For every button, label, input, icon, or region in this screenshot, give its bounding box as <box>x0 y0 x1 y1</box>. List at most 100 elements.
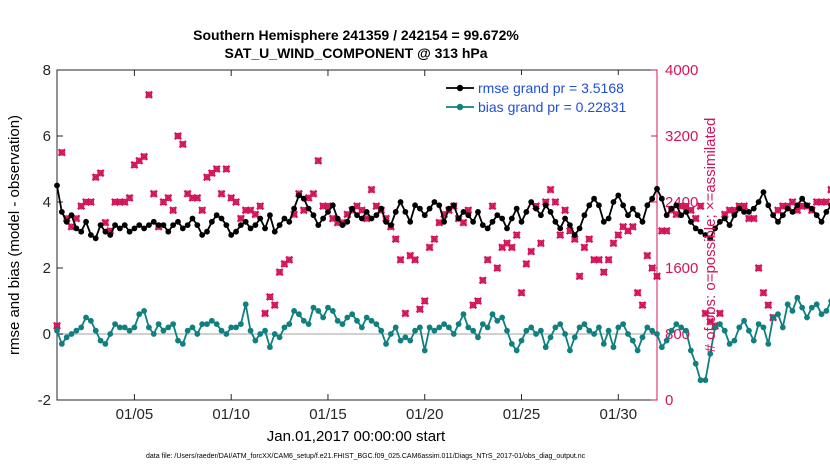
rmse-point <box>668 205 675 212</box>
obs-possible-marker <box>126 194 133 202</box>
bias-point <box>610 344 617 351</box>
legend-bias-label: bias grand pr = 0.22831 <box>478 99 626 115</box>
rmse-point <box>508 215 515 222</box>
rmse-point <box>213 212 220 219</box>
bias-point <box>175 337 181 344</box>
rmse-point <box>310 212 317 219</box>
obs-possible-marker <box>92 173 99 181</box>
bias-point <box>208 317 215 324</box>
bias-point <box>339 321 346 327</box>
legend-rmse-marker <box>456 84 464 92</box>
bias-point <box>537 327 544 334</box>
rmse-point <box>804 202 810 209</box>
bias-point <box>363 314 370 321</box>
bias-point <box>770 314 777 321</box>
bias-point <box>170 321 177 327</box>
rmse-point <box>557 225 564 232</box>
rmse-point <box>537 212 544 219</box>
bias-point <box>755 321 762 327</box>
rmse-point <box>368 215 375 222</box>
bias-point <box>320 314 327 321</box>
obs-possible-marker <box>184 190 191 197</box>
rmse-point <box>784 205 791 212</box>
obs-possible-marker <box>373 202 380 210</box>
bias-point <box>523 327 530 334</box>
bias-point <box>673 321 680 327</box>
bias-point <box>528 324 535 331</box>
rmse-point <box>426 205 433 212</box>
rmse-point <box>155 222 162 229</box>
obs-possible-marker <box>150 190 158 197</box>
bias-point <box>654 331 660 337</box>
bias-point <box>504 327 510 334</box>
obs-possible-marker <box>827 186 830 193</box>
rmse-point <box>112 222 118 229</box>
obs-possible-marker <box>411 256 419 263</box>
bias-point <box>600 341 607 347</box>
bias-point <box>658 344 665 351</box>
bias-point <box>305 321 312 327</box>
bias-point <box>629 337 636 344</box>
bias-point <box>779 324 786 331</box>
obs-possible-marker <box>547 186 554 193</box>
obs-possible-marker <box>755 264 762 272</box>
bias-point <box>194 331 201 337</box>
obs-possible-marker <box>624 227 632 235</box>
rmse-point <box>136 222 143 229</box>
bias-point <box>412 327 418 334</box>
rmse-point <box>358 215 365 222</box>
bias-point <box>639 334 646 341</box>
rmse-point <box>199 232 206 238</box>
bias-point <box>571 334 578 341</box>
rmse-point <box>63 218 70 225</box>
bias-point <box>605 327 612 334</box>
bias-point <box>818 311 825 318</box>
bias-point <box>54 327 60 334</box>
bias-point <box>63 334 70 341</box>
bias-point <box>620 321 627 327</box>
bias-point <box>121 324 128 331</box>
rmse-point <box>475 209 481 215</box>
obs-possible-marker <box>368 186 375 193</box>
rmse-point <box>237 222 244 229</box>
obs-possible-marker <box>252 211 259 218</box>
rmse-point <box>228 232 235 238</box>
bias-point <box>329 308 336 314</box>
rmse-point <box>576 225 583 232</box>
bias-point <box>426 324 433 331</box>
rmse-point <box>654 185 660 192</box>
bias-point <box>576 324 583 331</box>
rmse-point <box>484 225 491 232</box>
obs-possible-marker <box>353 202 361 210</box>
obs-possible-marker <box>58 149 66 156</box>
rmse-point <box>441 218 447 225</box>
bias-point <box>117 324 123 331</box>
bias-point <box>383 341 389 347</box>
obs-possible-marker <box>102 219 109 226</box>
rmse-point <box>499 215 506 222</box>
obs-possible-marker <box>281 260 288 268</box>
obs-possible-marker <box>697 202 704 210</box>
bias-point <box>397 337 404 344</box>
obs-possible-marker <box>165 194 172 202</box>
bias-point <box>455 321 462 327</box>
obs-possible-marker <box>218 190 225 197</box>
rmse-point <box>436 202 443 209</box>
rmse-point <box>528 199 535 205</box>
bias-point <box>557 321 564 327</box>
obs-possible-marker <box>518 289 525 296</box>
y-left-tick-label: 0 <box>43 326 51 343</box>
obs-possible-marker <box>140 153 148 160</box>
rmse-point <box>305 205 312 212</box>
obs-possible-marker <box>639 301 646 309</box>
rmse-point <box>692 225 699 232</box>
bias-point <box>165 324 172 331</box>
bias-point <box>58 341 65 347</box>
obs-possible-marker <box>208 169 216 177</box>
rmse-point <box>581 212 588 219</box>
rmse-point <box>431 199 438 205</box>
bias-point <box>392 324 399 331</box>
rmse-point <box>165 228 172 235</box>
obs-possible-marker <box>237 215 245 222</box>
rmse-point <box>257 215 264 222</box>
